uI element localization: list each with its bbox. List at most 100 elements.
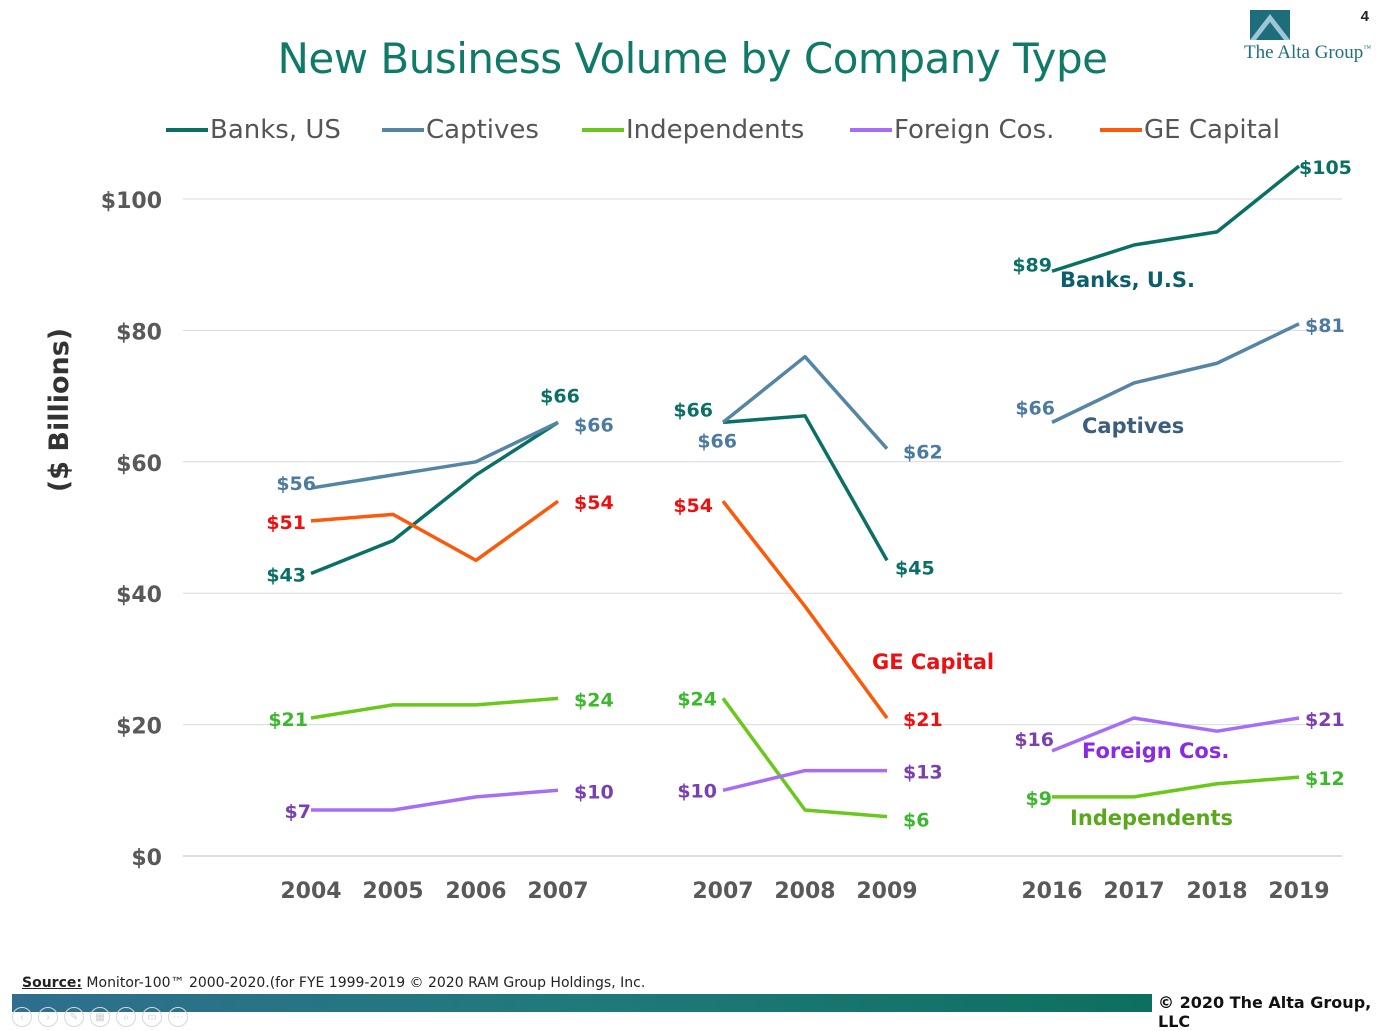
y-axis-label: ($ Billions): [44, 328, 75, 492]
x-tick-label: 2016: [1021, 879, 1082, 904]
data-label: $56: [276, 473, 316, 495]
slide-nav-toolbar: ‹ › ✎ ▦ ⌕ ▭ ⋯: [12, 1007, 188, 1027]
series-line-ge: [310, 499, 560, 563]
series-line-independents: [310, 696, 559, 720]
legend-label-captives: Captives: [426, 115, 539, 145]
annotation-foreign: Foreign Cos.: [1082, 739, 1229, 763]
data-label: $21: [903, 709, 943, 731]
x-tick-label: 2005: [362, 879, 423, 904]
data-label: $21: [268, 709, 308, 731]
data-label: $66: [540, 385, 580, 407]
series-line-ge: [721, 500, 889, 720]
series-line-foreign: [1051, 716, 1300, 753]
data-label: $10: [677, 780, 717, 802]
legend-item-banks: Banks, US: [166, 112, 341, 148]
source-text: Monitor-100™ 2000-2020.(for FYE 1999-201…: [81, 975, 646, 991]
data-label: $12: [1305, 768, 1345, 790]
data-label: $6: [903, 810, 929, 832]
zoom-icon[interactable]: ⌕: [116, 1007, 136, 1027]
series-line-banks: [1051, 164, 1301, 273]
data-label: $62: [903, 442, 943, 464]
data-label: $105: [1299, 157, 1352, 179]
x-tick-label: 2008: [774, 879, 835, 904]
series-line-captives: [721, 354, 889, 450]
data-label: $54: [673, 495, 713, 517]
data-label: $43: [266, 564, 306, 586]
data-label: $66: [1015, 397, 1055, 419]
subtitle-icon[interactable]: ▭: [142, 1007, 162, 1027]
source-note: Source: Monitor-100™ 2000-2020.(for FYE …: [22, 975, 645, 991]
y-tick-label: $60: [116, 452, 162, 477]
legend-swatch-foreign: [850, 128, 892, 132]
y-tick-label: $20: [116, 715, 162, 740]
copyright: © 2020 The Alta Group, LLC: [1158, 993, 1372, 1031]
data-label: $16: [1014, 729, 1054, 751]
data-label: $51: [266, 512, 306, 534]
x-tick-label: 2009: [856, 879, 917, 904]
data-label: $24: [677, 688, 717, 710]
y-tick-label: $40: [116, 583, 162, 608]
slides-icon[interactable]: ▦: [90, 1007, 110, 1027]
footer-bar: [12, 994, 1152, 1012]
x-tick-label: 2007: [527, 879, 588, 904]
line-chart: ($ Billions) $0 $20 $40 $60 $80 $100 2004 2005 20…: [44, 157, 1352, 904]
x-tick-label: 2018: [1186, 879, 1247, 904]
logo-tm: ™: [1363, 43, 1372, 53]
legend-item-independents: Independents: [582, 112, 804, 148]
legend-item-captives: Captives: [382, 112, 539, 148]
annotation-ge: GE Capital: [872, 650, 994, 674]
legend-label-ge: GE Capital: [1144, 115, 1281, 145]
data-label: $13: [903, 762, 943, 784]
annotation-banks: Banks, U.S.: [1060, 268, 1195, 292]
data-label: $10: [574, 781, 614, 803]
annotation-captives: Captives: [1082, 414, 1184, 438]
page-number: 4: [1360, 8, 1369, 25]
series-line-foreign: [311, 788, 559, 812]
legend-swatch-ge: [1100, 128, 1142, 132]
legend-swatch-banks: [166, 128, 208, 132]
x-tick-label: 2006: [445, 879, 506, 904]
more-icon[interactable]: ⋯: [168, 1007, 188, 1027]
x-tick-label: 2017: [1103, 879, 1164, 904]
series-line-independents: [1052, 775, 1300, 799]
data-label: $81: [1305, 315, 1345, 337]
legend-label-independents: Independents: [626, 115, 805, 145]
legend-swatch-captives: [382, 128, 424, 132]
series-line-foreign: [722, 768, 887, 793]
y-tick-label: $80: [116, 320, 162, 345]
legend-label-banks: Banks, US: [210, 115, 341, 145]
data-label: $66: [574, 414, 614, 436]
series-line-independents: [721, 697, 888, 819]
page-title: New Business Volume by Company Type: [277, 34, 1108, 83]
data-label: $45: [895, 557, 935, 579]
data-label: $9: [1026, 788, 1052, 810]
data-label: $24: [574, 689, 614, 711]
source-label: Source:: [22, 975, 82, 991]
series-line-banks: [722, 414, 889, 562]
next-icon[interactable]: ›: [38, 1007, 58, 1027]
legend-label-foreign: Foreign Cos.: [894, 115, 1055, 145]
data-label: $21: [1305, 709, 1345, 731]
alta-group-logo: The Alta Group™: [1244, 10, 1372, 66]
legend-item-ge: GE Capital: [1100, 112, 1280, 148]
legend-item-foreign: Foreign Cos.: [850, 112, 1054, 148]
x-tick-label: 2004: [280, 879, 341, 904]
series-line-captives: [1051, 322, 1300, 424]
series-line-captives: [310, 420, 559, 490]
legend-swatch-independents: [582, 128, 624, 132]
series-line-banks: [310, 420, 559, 576]
data-label: $7: [285, 801, 311, 823]
data-label: $89: [1012, 254, 1052, 276]
prev-icon[interactable]: ‹: [12, 1007, 32, 1027]
x-tick-label: 2019: [1268, 879, 1329, 904]
data-label: $54: [574, 492, 614, 514]
data-label: $66: [673, 399, 713, 421]
y-tick-label: $0: [131, 846, 162, 871]
legend: Banks, US Captives Independents Foreign …: [0, 112, 1385, 148]
data-label: $66: [697, 430, 737, 452]
y-tick-label: $100: [101, 189, 162, 214]
logo-text: The Alta Group: [1244, 42, 1364, 63]
alta-logo-icon: [1250, 10, 1290, 40]
pen-icon[interactable]: ✎: [64, 1007, 84, 1027]
annotation-independents: Independents: [1070, 806, 1233, 830]
